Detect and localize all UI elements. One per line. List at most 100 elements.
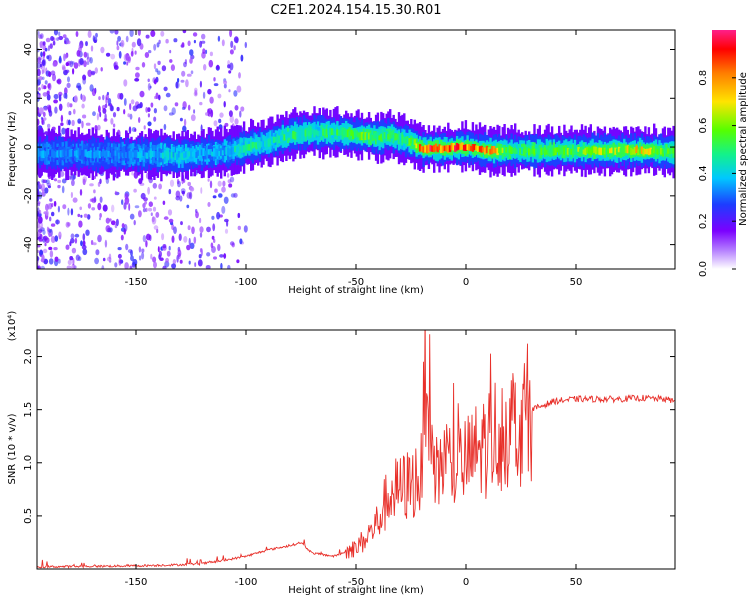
noise-speck (127, 113, 130, 118)
noise-speck (213, 120, 218, 127)
noise-speck (112, 123, 116, 128)
ridge-cell (438, 144, 441, 151)
ridge-cell (170, 151, 174, 159)
ridge-cell (59, 150, 63, 158)
noise-speck (189, 58, 193, 64)
ridge-cell (190, 150, 193, 159)
noise-speck (118, 51, 122, 59)
noise-speck (168, 189, 172, 195)
noise-speck (70, 238, 75, 244)
ridge-cell (355, 130, 358, 137)
ridge-cell (369, 132, 372, 141)
ridge-cell (221, 150, 225, 156)
noise-speck (142, 235, 147, 243)
noise-speck (85, 41, 88, 47)
noise-speck (237, 225, 241, 231)
noise-speck (168, 245, 171, 251)
noise-speck (237, 212, 241, 219)
noise-speck (64, 40, 67, 45)
ridge-cell (320, 128, 323, 137)
ridge-cell (295, 132, 299, 138)
ridge-cell (151, 150, 154, 157)
noise-speck (40, 51, 43, 58)
noise-speck (39, 33, 44, 39)
noise-speck (153, 116, 157, 122)
noise-speck (123, 109, 126, 115)
noise-speck (109, 30, 115, 34)
ridge-cell (642, 148, 645, 156)
noise-speck (90, 70, 96, 75)
ridge-cell (565, 147, 568, 156)
colorbar-gradient (712, 30, 736, 269)
y-tick-label: -20 (23, 188, 34, 204)
y-tick-label: 40 (23, 43, 34, 56)
noise-speck (60, 122, 64, 126)
noise-speck (51, 203, 54, 208)
noise-speck (192, 32, 198, 37)
noise-speck (129, 103, 132, 111)
noise-speck (180, 221, 183, 226)
noise-speck (46, 104, 52, 110)
noise-speck (41, 58, 47, 67)
noise-speck (209, 51, 213, 57)
ridge-cell (315, 129, 318, 136)
ridge-cell (294, 132, 297, 140)
noise-speck (213, 256, 217, 260)
noise-speck (209, 180, 213, 189)
ridge-cell (552, 148, 556, 156)
noise-speck (71, 119, 75, 127)
noise-speck (97, 234, 102, 243)
ridge-cell (522, 148, 526, 156)
noise-speck (129, 265, 132, 269)
noise-speck (235, 37, 239, 44)
ridge-cell (65, 150, 68, 156)
noise-speck (208, 108, 213, 114)
ridge-cell (323, 129, 327, 135)
noise-speck (37, 68, 41, 77)
noise-speck (233, 45, 236, 51)
noise-speck (91, 207, 96, 211)
ridge-cell (125, 152, 128, 159)
noise-speck (139, 90, 145, 98)
ridge-cell (79, 148, 82, 156)
noise-speck (191, 226, 195, 235)
noise-speck (99, 213, 102, 218)
noise-speck (111, 204, 115, 213)
noise-speck (108, 253, 112, 260)
noise-speck (68, 119, 71, 126)
noise-speck (177, 180, 181, 188)
noise-speck (135, 66, 140, 71)
noise-speck (105, 94, 109, 101)
noise-speck (37, 57, 42, 64)
ridge-cell (406, 138, 409, 145)
ridge-cell (223, 147, 226, 155)
ridge-cell (466, 144, 469, 151)
ridge-cell (202, 148, 205, 156)
noise-speck (53, 200, 57, 207)
noise-speck (62, 204, 67, 210)
noise-speck (168, 112, 174, 116)
noise-speck (165, 257, 170, 263)
ridge-cell (288, 131, 292, 138)
ridge-cell (491, 146, 494, 154)
snr-series-line (37, 330, 675, 569)
ridge-cell (216, 149, 219, 157)
noise-speck (52, 73, 56, 82)
noise-speck (37, 207, 40, 215)
x-tick-label: -100 (235, 577, 258, 588)
ridge-cell (484, 147, 487, 155)
ridge-cell (362, 133, 365, 140)
noise-speck (175, 81, 179, 89)
noise-speck (211, 235, 215, 240)
y-tick-label: -40 (23, 236, 34, 252)
noise-speck (134, 50, 137, 55)
noise-speck (48, 110, 53, 117)
noise-speck (73, 62, 79, 69)
y-tick-label: 0 (23, 144, 34, 150)
noise-speck (153, 63, 157, 70)
noise-speck (47, 83, 51, 89)
noise-speck (83, 51, 88, 58)
noise-speck (70, 191, 73, 199)
ridge-cell (144, 152, 147, 159)
noise-speck (181, 70, 186, 77)
